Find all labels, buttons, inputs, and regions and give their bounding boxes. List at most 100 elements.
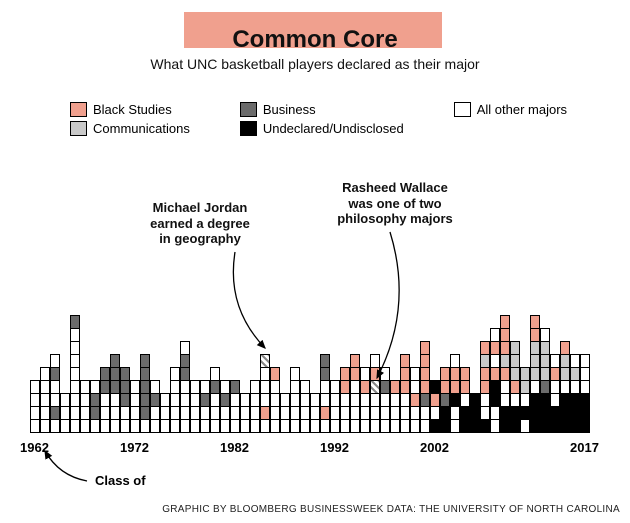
unit-cell	[510, 406, 520, 420]
unit-cell	[480, 367, 490, 381]
unit-cell	[130, 406, 140, 420]
unit-cell	[180, 341, 190, 355]
unit-cell	[370, 419, 380, 433]
unit-cell	[50, 393, 60, 407]
unit-cell	[140, 393, 150, 407]
unit-cell	[540, 354, 550, 368]
unit-cell	[450, 354, 460, 368]
unit-cell	[290, 367, 300, 381]
unit-cell	[210, 393, 220, 407]
unit-cell	[50, 354, 60, 368]
unit-cell	[70, 367, 80, 381]
unit-cell	[150, 380, 160, 394]
unit-cell	[170, 419, 180, 433]
year-column	[80, 381, 90, 433]
year-column	[100, 368, 110, 433]
unit-cell	[160, 393, 170, 407]
unit-cell	[530, 380, 540, 394]
unit-cell	[270, 419, 280, 433]
unit-cell	[210, 419, 220, 433]
unit-cell	[510, 354, 520, 368]
unit-cell	[570, 380, 580, 394]
unit-cell	[370, 380, 380, 394]
year-column	[280, 394, 290, 433]
unit-cell	[400, 354, 410, 368]
year-column	[140, 355, 150, 433]
legend: Black StudiesCommunicationsBusinessUndec…	[0, 72, 630, 136]
year-column	[420, 342, 430, 433]
x-axis-label: 2017	[570, 440, 599, 455]
unit-cell	[350, 367, 360, 381]
unit-cell	[380, 380, 390, 394]
unit-cell	[430, 406, 440, 420]
unit-cell	[370, 406, 380, 420]
unit-cell	[350, 354, 360, 368]
unit-cell	[200, 380, 210, 394]
unit-cell	[500, 328, 510, 342]
year-column	[180, 342, 190, 433]
year-column	[40, 368, 50, 433]
unit-cell	[350, 393, 360, 407]
unit-cell	[70, 341, 80, 355]
unit-cell	[550, 406, 560, 420]
unit-cell	[40, 380, 50, 394]
unit-cell	[110, 380, 120, 394]
unit-cell	[100, 393, 110, 407]
unit-cell	[530, 393, 540, 407]
unit-cell	[400, 406, 410, 420]
unit-cell	[580, 380, 590, 394]
unit-cell	[330, 406, 340, 420]
unit-cell	[580, 354, 590, 368]
unit-cell	[490, 406, 500, 420]
year-column	[190, 381, 200, 433]
unit-cell	[240, 419, 250, 433]
unit-cell	[560, 406, 570, 420]
unit-cell	[340, 393, 350, 407]
year-column	[450, 355, 460, 433]
year-column	[50, 355, 60, 433]
unit-cell	[480, 380, 490, 394]
unit-cell	[60, 406, 70, 420]
annotation-wallace: Rasheed Wallace was one of two philosoph…	[320, 180, 470, 227]
unit-cell	[390, 393, 400, 407]
unit-cell	[50, 380, 60, 394]
unit-cell	[260, 367, 270, 381]
unit-cell	[400, 367, 410, 381]
unit-cell	[380, 367, 390, 381]
unit-cell	[550, 380, 560, 394]
unit-cell	[70, 328, 80, 342]
unit-cell	[510, 393, 520, 407]
unit-cell	[490, 341, 500, 355]
unit-cell	[70, 315, 80, 329]
unit-cell	[130, 393, 140, 407]
unit-cell	[30, 380, 40, 394]
unit-cell	[390, 406, 400, 420]
unit-cell	[430, 419, 440, 433]
year-column	[510, 342, 520, 433]
unit-cell	[570, 354, 580, 368]
unit-cell	[330, 393, 340, 407]
unit-cell	[530, 341, 540, 355]
year-column	[320, 355, 330, 433]
unit-cell	[150, 406, 160, 420]
unit-cell	[340, 419, 350, 433]
unit-cell	[560, 419, 570, 433]
unit-cell	[60, 419, 70, 433]
year-column	[360, 368, 370, 433]
year-column	[70, 316, 80, 433]
unit-cell	[50, 419, 60, 433]
unit-cell	[170, 380, 180, 394]
unit-cell	[560, 354, 570, 368]
unit-cell	[290, 419, 300, 433]
unit-cell	[300, 380, 310, 394]
unit-cell	[70, 380, 80, 394]
year-column	[480, 342, 490, 433]
unit-cell	[420, 406, 430, 420]
unit-cell	[40, 393, 50, 407]
unit-cell	[460, 367, 470, 381]
unit-cell	[230, 393, 240, 407]
unit-cell	[530, 406, 540, 420]
unit-cell	[500, 367, 510, 381]
year-column	[550, 355, 560, 433]
unit-cell	[280, 406, 290, 420]
